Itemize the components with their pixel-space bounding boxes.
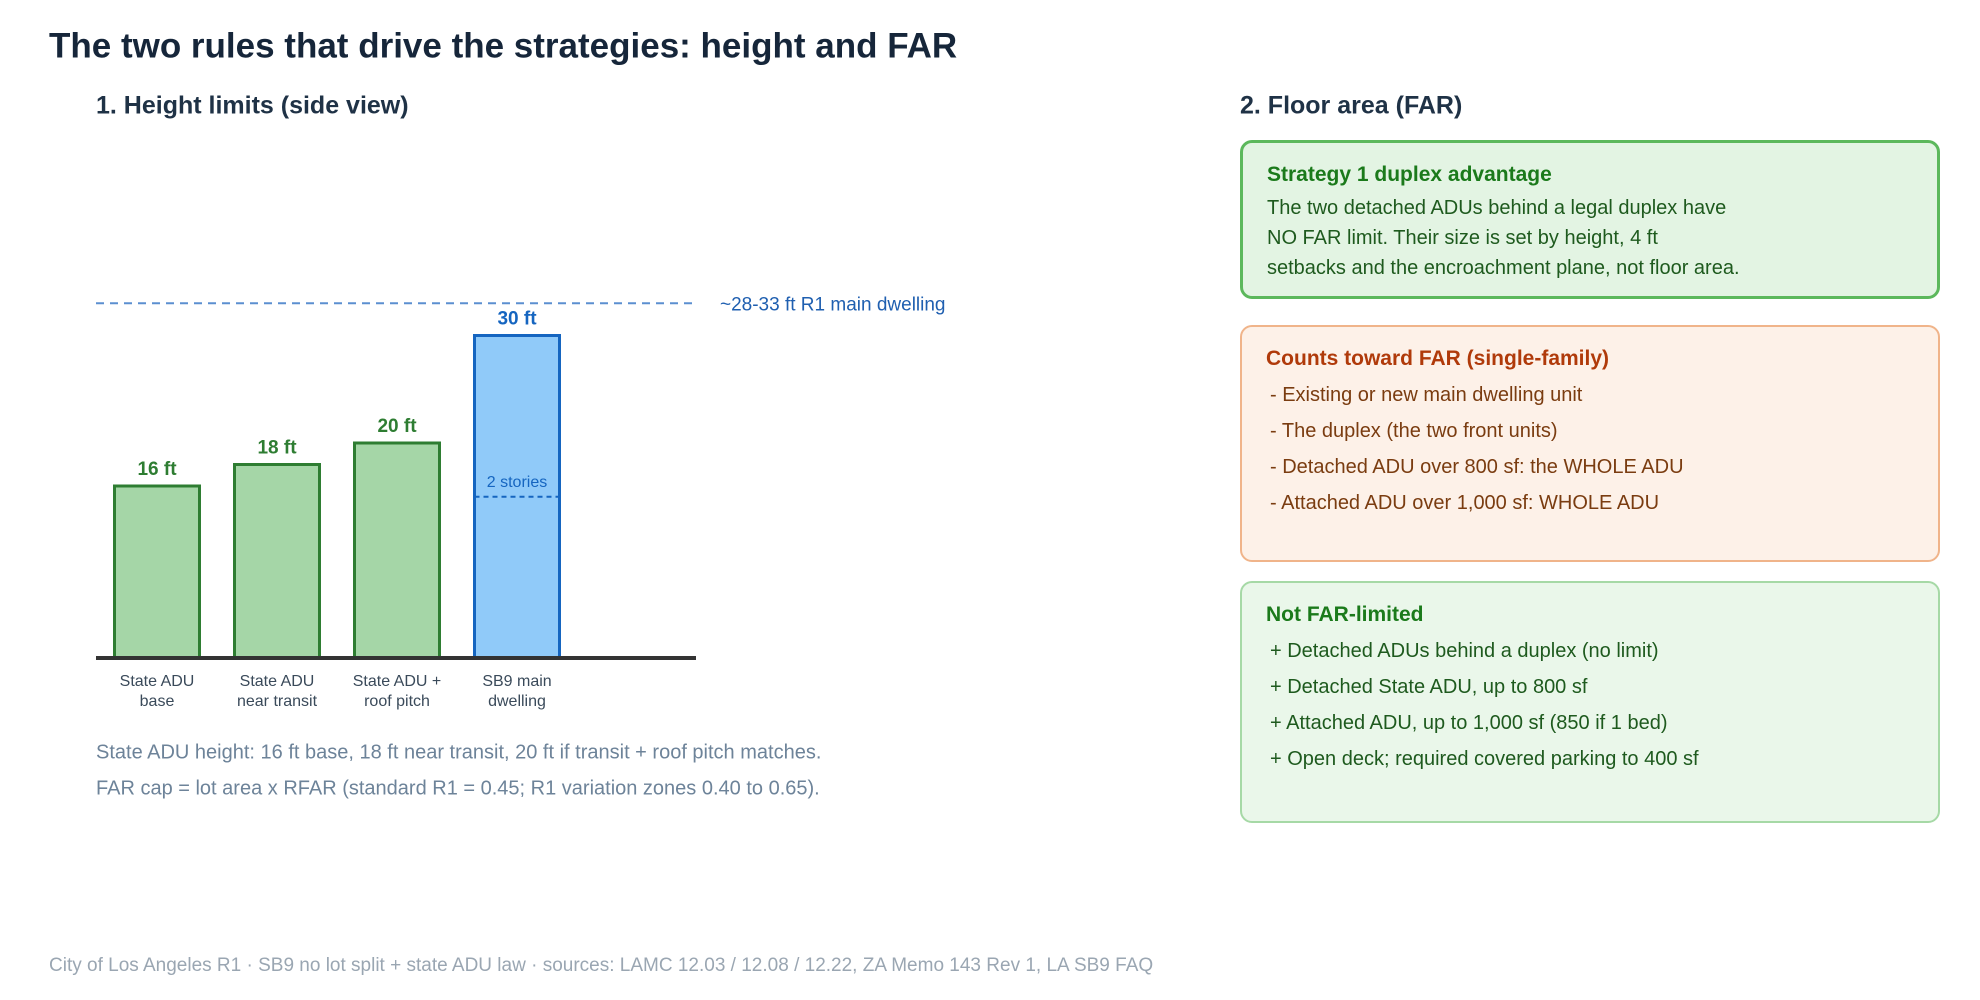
- card-line: - The duplex (the two front units): [1270, 420, 1558, 442]
- x-tick-label: State ADU near transit: [237, 673, 318, 710]
- card-title: Strategy 1 duplex advantage: [1267, 163, 1552, 186]
- x-tick-label: State ADU + roof pitch: [353, 673, 442, 710]
- section-title: 2. Floor area (FAR): [1240, 92, 1462, 120]
- chart-title: 1. Height limits (side view): [96, 92, 409, 120]
- bar: [113, 484, 201, 660]
- far-card: Strategy 1 duplex advantage The two detac…: [1240, 140, 1940, 299]
- note: State ADU height: 16 ft base, 18 ft near…: [96, 741, 821, 763]
- footer: City of Los Angeles R1 · SB9 no lot spli…: [49, 955, 1153, 976]
- story-label: 2 stories: [487, 474, 547, 491]
- card-line: - Attached ADU over 1,000 sf: WHOLE ADU: [1270, 492, 1660, 514]
- value-label: 18 ft: [257, 438, 297, 459]
- card-line: The two detached ADUs behind a legal dup…: [1267, 197, 1727, 219]
- x-tick-label: SB9 main dwelling: [482, 673, 551, 710]
- bar: [353, 441, 441, 660]
- far-card: Not FAR-limited + Detached ADUs behind a …: [1240, 581, 1940, 823]
- far-card: Counts toward FAR (single-family) - Exist…: [1240, 325, 1940, 562]
- note: FAR cap = lot area x RFAR (standard R1 =…: [96, 777, 820, 799]
- card-line: NO FAR limit. Their size is set by heigh…: [1267, 227, 1658, 249]
- bar: [473, 334, 561, 660]
- value-label: 16 ft: [137, 459, 177, 480]
- page-title: The two rules that drive the strategies:…: [49, 26, 957, 65]
- bar: [233, 463, 321, 660]
- card-line: - Existing or new main dwelling unit: [1270, 384, 1583, 406]
- x-tick-label: State ADU base: [120, 673, 195, 710]
- reference-label: ~28-33 ft R1 main dwelling: [720, 294, 946, 315]
- card-title: Counts toward FAR (single-family): [1266, 347, 1610, 370]
- card-line: + Detached ADUs behind a duplex (no limi…: [1270, 640, 1659, 662]
- value-label: 30 ft: [497, 309, 537, 330]
- value-label: 20 ft: [377, 416, 417, 437]
- card-line: + Attached ADU, up to 1,000 sf (850 if 1…: [1270, 712, 1668, 734]
- card-line: - Detached ADU over 800 sf: the WHOLE AD…: [1270, 456, 1684, 478]
- card-line: + Open deck; required covered parking to…: [1270, 748, 1699, 770]
- card-title: Not FAR-limited: [1266, 603, 1424, 626]
- card-line: + Detached State ADU, up to 800 sf: [1270, 676, 1588, 698]
- card-line: setbacks and the encroachment plane, not…: [1267, 257, 1740, 279]
